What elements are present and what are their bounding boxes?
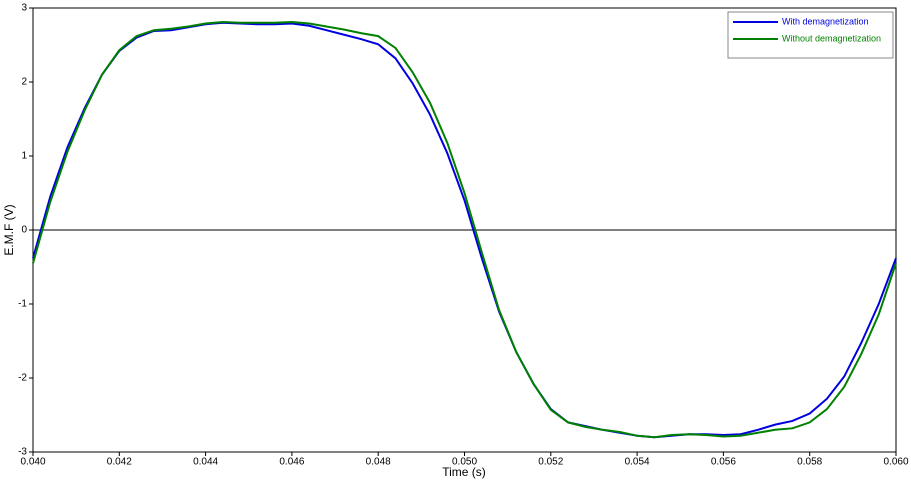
y-tick-label: -2 [18, 373, 27, 384]
series-line [32, 21, 897, 439]
legend-box [727, 11, 894, 59]
y-tick-label: -1 [18, 299, 27, 310]
y-tick-label: -3 [18, 447, 27, 458]
x-tick-label: 0.044 [193, 457, 218, 468]
y-tick-label: 3 [21, 3, 27, 14]
x-tick-label: 0.054 [625, 457, 650, 468]
legend-label: Without demagnetization [782, 33, 881, 43]
y-tick-label: 2 [21, 77, 27, 88]
legend-label: With demagnetization [782, 16, 869, 26]
x-axis-label: Time (s) [442, 465, 486, 479]
x-tick-label: 0.050 [452, 457, 477, 468]
series-line [32, 21, 897, 439]
x-tick-label: 0.060 [883, 457, 908, 468]
x-tick-label: 0.042 [107, 457, 132, 468]
y-axis-label: E.M.F (V) [2, 204, 16, 255]
x-tick-label: 0.048 [366, 457, 391, 468]
x-tick-label: 0.040 [20, 457, 45, 468]
x-tick-label: 0.046 [279, 457, 304, 468]
x-tick-label: 0.052 [538, 457, 563, 468]
y-tick-label: 0 [21, 225, 27, 236]
y-tick-label: 1 [21, 151, 27, 162]
x-tick-label: 0.056 [711, 457, 736, 468]
x-tick-label: 0.058 [797, 457, 822, 468]
